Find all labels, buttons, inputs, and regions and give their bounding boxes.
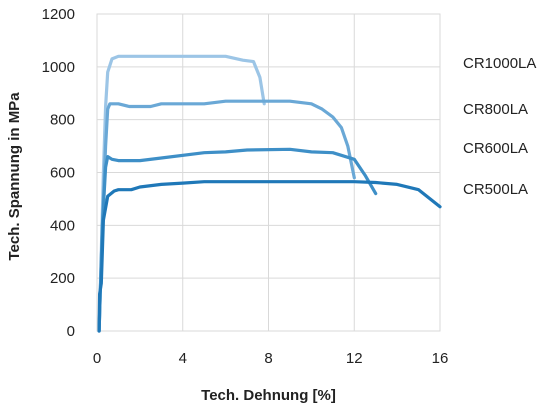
x-tick-label: 0 xyxy=(93,350,101,367)
y-axis-title: Tech. Spannung in MPa xyxy=(6,92,23,261)
y-tick-label: 800 xyxy=(50,112,75,129)
series-label-cr1000la: CR1000LA xyxy=(463,55,536,72)
y-tick-label: 600 xyxy=(50,165,75,182)
grid xyxy=(96,13,441,332)
y-tick-label: 400 xyxy=(50,217,75,234)
series-line-cr1000la xyxy=(97,54,266,333)
series-line-cr600la xyxy=(97,147,378,333)
series-label-cr800la: CR800LA xyxy=(463,101,528,118)
y-tick-label: 200 xyxy=(50,270,75,287)
y-tick-label: 1000 xyxy=(42,59,75,76)
x-tick-label: 4 xyxy=(179,350,187,367)
series-labels: CR1000LA CR800LA CR600LA CR500LA xyxy=(463,55,536,198)
y-tick-label: 1200 xyxy=(42,6,75,23)
series-label-cr600la: CR600LA xyxy=(463,140,528,157)
series-lines xyxy=(97,54,442,333)
x-tick-label: 12 xyxy=(346,350,363,367)
x-axis-title: Tech. Dehnung [%] xyxy=(201,387,336,404)
series-line-cr500la xyxy=(97,180,442,333)
series-label-cr500la: CR500LA xyxy=(463,181,528,198)
y-tick-label: 0 xyxy=(67,323,75,340)
x-tick-label: 8 xyxy=(264,350,272,367)
series-line-cr800la xyxy=(97,99,356,333)
axes: 0 4 8 12 16 0 200 400 600 800 1000 1200 xyxy=(42,6,449,367)
x-tick-label: 16 xyxy=(432,350,449,367)
